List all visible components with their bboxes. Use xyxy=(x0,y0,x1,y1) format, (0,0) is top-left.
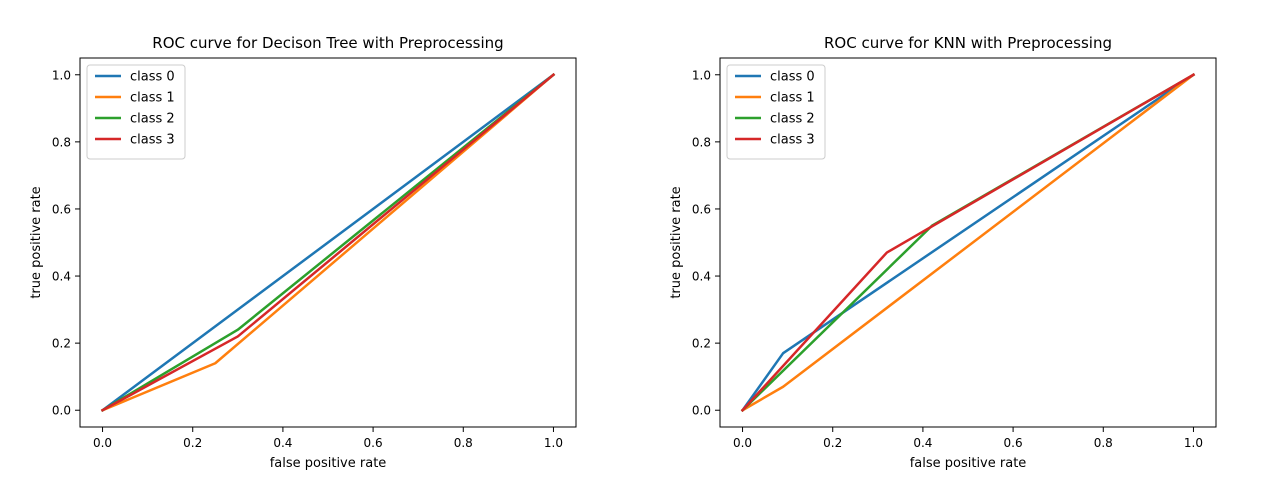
series-line-class-3 xyxy=(740,73,1196,412)
y-tick-label: 1.0 xyxy=(52,68,71,82)
y-tick-label: 0.6 xyxy=(692,202,711,216)
y-tick-label: 0.8 xyxy=(692,135,711,149)
y-tick-label: 0.4 xyxy=(692,270,711,284)
x-axis-label: false positive rate xyxy=(910,456,1027,471)
left-chart-decision-tree: 0.0 0.2 0.4 0.6 0.8 1.0 0.0 0.2 0.4 0.6 0.8 1.0 ROC … xyxy=(29,34,577,471)
y-axis-label: true positive rate xyxy=(29,186,44,298)
legend-label-class-1: class 1 xyxy=(130,91,175,106)
x-axis-label: false positive rate xyxy=(270,456,387,471)
y-tick-label: 0.6 xyxy=(52,202,71,216)
legend-label-class-2: class 2 xyxy=(770,112,815,127)
y-tick-label: 0.2 xyxy=(692,337,711,351)
series-line-class-0 xyxy=(100,73,556,412)
x-tick-label: 1.0 xyxy=(1184,436,1203,450)
legend: class 0 class 1 class 2 class 3 xyxy=(726,64,826,160)
x-tick-label: 0.8 xyxy=(1094,436,1113,450)
series-line-class-2 xyxy=(100,73,556,412)
x-tick-label: 0.6 xyxy=(1004,436,1023,450)
y-tick-label: 0.0 xyxy=(52,404,71,418)
legend-box xyxy=(726,64,826,160)
legend-label-class-1: class 1 xyxy=(770,91,815,106)
right-chart-knn: 0.0 0.2 0.4 0.6 0.8 1.0 0.0 0.2 0.4 0.6 0.8 1.0 ROC … xyxy=(669,34,1217,471)
legend-label-class-0: class 0 xyxy=(770,70,815,85)
legend-label-class-3: class 3 xyxy=(130,133,175,148)
x-tick-label: 0.2 xyxy=(823,436,842,450)
chart-title: ROC curve for Decison Tree with Preproce… xyxy=(152,34,503,52)
y-tick-label: 0.0 xyxy=(692,404,711,418)
series-line-class-3 xyxy=(100,73,556,412)
x-tick-label: 0.0 xyxy=(93,436,112,450)
y-tick-label: 0.2 xyxy=(52,337,71,351)
chart-title: ROC curve for KNN with Preprocessing xyxy=(824,34,1112,52)
legend-label-class-3: class 3 xyxy=(770,133,815,148)
y-axis-label: true positive rate xyxy=(669,186,684,298)
series-line-class-0 xyxy=(740,73,1196,412)
series-line-class-1 xyxy=(740,73,1196,412)
x-tick-label: 0.8 xyxy=(454,436,473,450)
legend-label-class-0: class 0 xyxy=(130,70,175,85)
legend-label-class-2: class 2 xyxy=(130,112,175,127)
legend: class 0 class 1 class 2 class 3 xyxy=(86,64,186,160)
x-tick-label: 1.0 xyxy=(544,436,563,450)
legend-box xyxy=(86,64,186,160)
x-tick-label: 0.2 xyxy=(183,436,202,450)
y-tick-label: 0.4 xyxy=(52,270,71,284)
plot-frame xyxy=(79,57,577,428)
x-tick-label: 0.0 xyxy=(733,436,752,450)
x-tick-label: 0.6 xyxy=(364,436,383,450)
x-tick-label: 0.4 xyxy=(913,436,932,450)
series-lines xyxy=(740,73,1196,412)
x-tick-label: 0.4 xyxy=(273,436,292,450)
series-lines xyxy=(100,73,556,412)
plot-frame xyxy=(719,57,1217,428)
series-line-class-1 xyxy=(100,73,556,412)
y-tick-label: 0.8 xyxy=(52,135,71,149)
y-tick-label: 1.0 xyxy=(692,68,711,82)
